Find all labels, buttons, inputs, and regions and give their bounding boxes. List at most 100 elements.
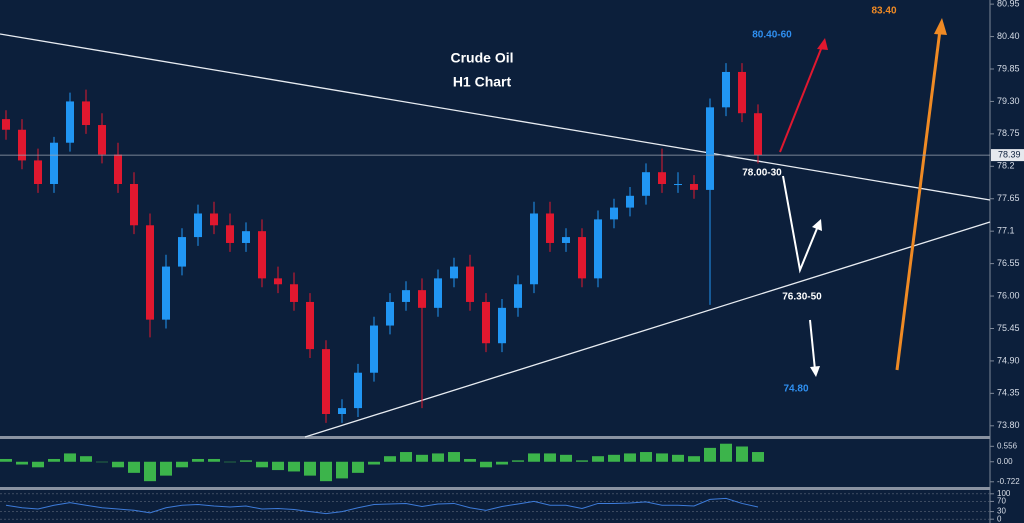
histogram-bar <box>592 456 604 462</box>
histogram-bar <box>368 461 380 465</box>
histogram-bar <box>624 453 636 462</box>
histogram-bar <box>480 461 492 468</box>
candle-body <box>194 213 202 238</box>
y-tick-label: 74.90 <box>997 355 1020 365</box>
annotation: 80.40-60 <box>752 30 792 41</box>
histogram-bar <box>208 458 220 462</box>
histogram-bar <box>64 453 76 462</box>
candle-body <box>130 184 138 226</box>
candle-body <box>354 372 362 409</box>
y-tick-label: 78.75 <box>997 128 1020 138</box>
histogram-bar <box>576 460 588 462</box>
histogram-bar <box>608 454 620 462</box>
histogram-bar <box>544 453 556 462</box>
histogram-bar <box>464 458 476 462</box>
candle-body <box>434 278 442 308</box>
histogram-bar <box>560 454 572 462</box>
y-tick-label: 76.00 <box>997 290 1020 300</box>
candle-body <box>722 71 730 108</box>
candle-body <box>34 160 42 184</box>
histogram-bar <box>384 456 396 462</box>
histogram-bar <box>320 461 332 482</box>
histogram-bar <box>240 460 252 462</box>
histogram-bar <box>432 453 444 462</box>
candle-body <box>82 101 90 126</box>
histogram-bar <box>400 452 412 462</box>
upper-trendline <box>0 33 991 201</box>
histogram-bar <box>352 461 364 473</box>
candle-body <box>226 225 234 243</box>
candle-body <box>658 172 666 184</box>
histogram-bar <box>160 461 172 476</box>
candle-body <box>178 237 186 267</box>
histogram-bar <box>640 452 652 462</box>
histogram-bar <box>304 461 316 476</box>
candle-body <box>738 71 746 114</box>
candle-body <box>98 125 106 155</box>
y-tick-label: 80.40 <box>997 31 1020 41</box>
y-tick-label: 73.80 <box>997 420 1020 430</box>
y-tick-label: 0.556 <box>997 441 1018 450</box>
histogram-bar <box>144 461 156 482</box>
candle-body <box>610 207 618 220</box>
histogram-bar <box>736 446 748 462</box>
annotation: 83.40 <box>871 6 896 17</box>
candle-body <box>546 213 554 243</box>
histogram-bar <box>272 461 284 471</box>
candle-body <box>482 301 490 344</box>
histogram-bar <box>32 461 44 468</box>
y-tick-label: 0 <box>997 514 1002 523</box>
candle-body <box>162 266 170 320</box>
candle-body <box>402 290 410 302</box>
y-tick-label: 70 <box>997 497 1006 506</box>
histogram-bar <box>688 456 700 462</box>
candle-body <box>274 278 282 285</box>
histogram-bar <box>224 461 236 463</box>
histogram-bar <box>80 456 92 462</box>
candle-body <box>290 284 298 302</box>
candle-body <box>18 129 26 161</box>
y-tick-label: 78.2 <box>997 161 1015 171</box>
histogram-bar <box>416 454 428 462</box>
histogram-bar <box>704 447 716 462</box>
candle-body <box>466 266 474 302</box>
arrows <box>779 18 947 377</box>
histogram-bar <box>96 461 108 463</box>
histogram-bar <box>176 461 188 468</box>
histogram-bar <box>528 453 540 462</box>
annotation: 76.30-50 <box>782 292 822 303</box>
indicator-line <box>5 497 759 515</box>
last-price-label: 78.39 <box>998 149 1021 159</box>
y-tick-label: 79.30 <box>997 96 1020 106</box>
y-tick-label: 100 <box>997 489 1011 498</box>
candle-body <box>210 213 218 226</box>
histogram-bar <box>656 453 668 462</box>
candle-body <box>706 107 714 190</box>
candle-body <box>514 284 522 308</box>
histogram-bar <box>512 460 524 462</box>
histogram-bar <box>112 461 124 468</box>
candle-body <box>386 301 394 326</box>
lower-trendline <box>304 221 991 438</box>
histogram-bar <box>496 461 508 465</box>
candle-body <box>370 325 378 373</box>
candle-body <box>642 172 650 196</box>
histogram-bar <box>752 452 764 462</box>
candle-body <box>594 219 602 279</box>
candle-body <box>2 119 10 130</box>
histogram-bar <box>128 461 140 473</box>
annotation: 74.80 <box>783 384 808 395</box>
candle-body <box>114 154 122 184</box>
candle-body <box>498 307 506 344</box>
candle-body <box>242 231 250 243</box>
candle-body <box>626 195 634 208</box>
histogram-bar <box>448 452 460 462</box>
histogram-bar <box>0 458 12 462</box>
candle-body <box>338 408 346 414</box>
y-tick-label: 30 <box>997 507 1006 516</box>
y-tick-label: 79.85 <box>997 63 1020 73</box>
last-price-box <box>991 149 1024 162</box>
